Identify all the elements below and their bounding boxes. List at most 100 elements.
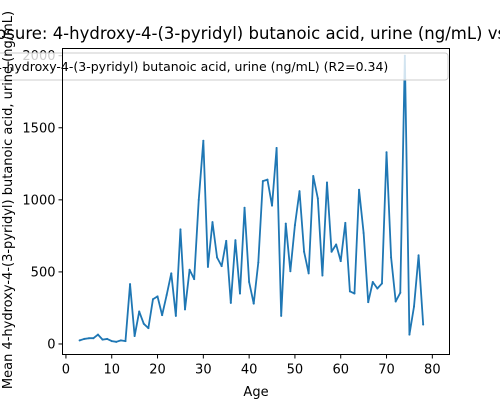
data-point <box>252 302 255 305</box>
data-point <box>390 256 393 259</box>
data-point <box>339 260 342 263</box>
data-point <box>161 314 164 317</box>
plot-frame <box>62 48 450 355</box>
data-points <box>78 54 425 343</box>
data-point <box>293 224 296 227</box>
x-axis: 0 10 20 30 40 50 60 70 80 <box>62 354 441 378</box>
data-point <box>234 239 237 242</box>
chart-title: Exposure: 4-hydroxy-4-(3-pyridyl) butano… <box>0 24 500 43</box>
x-tick-label: 10 <box>103 363 120 378</box>
data-point <box>367 301 370 304</box>
data-point <box>325 181 328 184</box>
data-point <box>261 180 264 183</box>
data-point <box>417 254 420 257</box>
data-point <box>211 221 214 224</box>
data-point <box>298 190 301 193</box>
data-point <box>133 335 136 338</box>
data-point <box>376 287 379 290</box>
data-point <box>83 337 86 340</box>
data-point <box>115 340 118 343</box>
y-axis-label: Mean 4-hydroxy-4-(3-pyridyl) butanoic ac… <box>1 11 16 389</box>
data-point <box>284 222 287 225</box>
data-point <box>380 282 383 285</box>
data-point <box>193 278 196 281</box>
data-point <box>220 265 223 268</box>
x-tick-label: 80 <box>424 363 441 378</box>
data-point <box>280 314 283 317</box>
data-point <box>179 228 182 231</box>
data-point <box>408 333 411 336</box>
data-point <box>257 261 260 264</box>
data-point <box>174 314 177 317</box>
data-point <box>321 274 324 277</box>
x-tick-label: 20 <box>149 363 166 378</box>
data-point <box>206 265 209 268</box>
series-line <box>78 54 425 343</box>
data-point <box>353 292 356 295</box>
data-point <box>371 280 374 283</box>
data-point <box>96 333 99 336</box>
data-point <box>271 204 274 207</box>
data-point <box>165 293 168 296</box>
x-tick-label: 30 <box>195 363 212 378</box>
data-point <box>188 268 191 271</box>
data-point <box>422 323 425 326</box>
data-point <box>101 338 104 341</box>
y-tick-label: 500 <box>31 265 56 280</box>
y-tick-label: 0 <box>47 337 55 352</box>
y-tick-label: 1500 <box>22 121 55 136</box>
data-point <box>399 291 402 294</box>
data-point <box>312 175 315 178</box>
data-point <box>275 146 278 149</box>
data-point <box>106 337 109 340</box>
data-point <box>362 231 365 234</box>
x-tick-label: 50 <box>287 363 304 378</box>
data-point <box>330 250 333 253</box>
data-point <box>248 280 251 283</box>
y-tick-label: 1000 <box>22 193 55 208</box>
data-point <box>307 272 310 275</box>
data-point <box>358 188 361 191</box>
data-point <box>87 337 90 340</box>
data-point <box>335 243 338 246</box>
data-point <box>124 340 127 343</box>
data-point <box>110 340 113 343</box>
data-point <box>238 292 241 295</box>
legend-box <box>0 52 449 81</box>
data-point <box>202 139 205 142</box>
data-point <box>170 272 173 275</box>
data-point <box>197 198 200 201</box>
x-tick-label: 70 <box>378 363 395 378</box>
legend-label: 4-hydroxy-4-(3-pyridyl) butanoic acid, u… <box>0 59 388 74</box>
data-point <box>225 239 228 242</box>
data-point <box>344 221 347 224</box>
data-point <box>394 300 397 303</box>
data-point <box>151 298 154 301</box>
data-point <box>316 197 319 200</box>
data-point <box>129 283 132 286</box>
legend: 4-hydroxy-4-(3-pyridyl) butanoic acid, u… <box>0 52 449 81</box>
data-point <box>184 308 187 311</box>
data-point <box>138 310 141 313</box>
x-tick-label: 40 <box>241 363 258 378</box>
x-tick-label: 0 <box>62 363 70 378</box>
x-axis-label: Age <box>243 385 268 400</box>
data-point <box>348 290 351 293</box>
data-point <box>216 256 219 259</box>
data-point <box>385 151 388 154</box>
data-point <box>156 295 159 298</box>
data-point <box>78 339 81 342</box>
data-point <box>413 305 416 308</box>
data-point <box>303 250 306 253</box>
data-point <box>243 206 246 209</box>
data-point <box>147 327 150 330</box>
data-point <box>142 322 145 325</box>
plot-area <box>62 48 450 355</box>
data-point <box>119 339 122 342</box>
data-point <box>266 178 269 181</box>
data-point <box>92 337 95 340</box>
data-point <box>289 270 292 273</box>
data-point <box>229 301 232 304</box>
x-tick-label: 60 <box>332 363 349 378</box>
